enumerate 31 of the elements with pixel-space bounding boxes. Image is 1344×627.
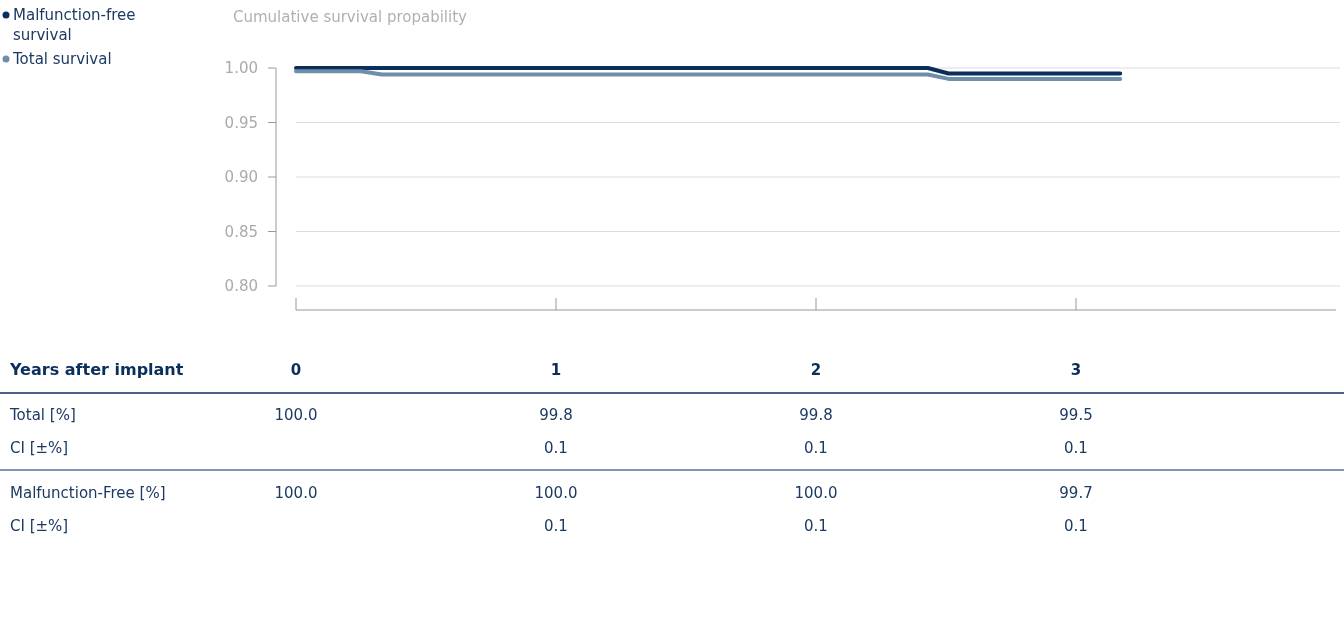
y-tick-label: 0.95 — [224, 113, 258, 132]
text: 0.1 — [804, 517, 828, 535]
x-tick-label: 2 — [810, 361, 822, 379]
x-axis-title: Years after implant — [9, 360, 184, 379]
text: 0.1 — [1064, 439, 1088, 457]
text: 0.1 — [544, 439, 568, 457]
x-tick-label: 1 — [550, 361, 562, 379]
text: 100.0 — [794, 484, 838, 502]
y-tick-label: 0.85 — [224, 222, 258, 241]
y-tick-label: 1.00 — [224, 59, 258, 78]
text: 99.7 — [1059, 484, 1093, 502]
y-tick-label: 0.80 — [224, 277, 258, 296]
x-tick-label: 0 — [290, 361, 302, 379]
text: 100.0 — [274, 484, 318, 502]
y-tick-label: 0.90 — [224, 168, 258, 187]
text: 0.1 — [1064, 517, 1088, 535]
text: CI [±%] — [10, 517, 69, 535]
text: 99.8 — [799, 406, 833, 424]
legend-label: Total survival — [12, 50, 112, 68]
text: Total [%] — [9, 406, 76, 424]
text: 99.5 — [1059, 406, 1093, 424]
text: 100.0 — [274, 406, 318, 424]
text: 0.1 — [544, 517, 568, 535]
y-axis-title: Cumulative survival propability — [233, 8, 468, 26]
legend-label: Malfunction-free survival — [13, 6, 136, 44]
text: 99.8 — [539, 406, 573, 424]
text: Malfunction-Free [%] — [10, 484, 166, 502]
text: 0.1 — [804, 439, 828, 457]
text: 100.0 — [534, 484, 578, 502]
text: CI [±%] — [10, 439, 69, 457]
x-tick-label: 3 — [1070, 361, 1082, 379]
